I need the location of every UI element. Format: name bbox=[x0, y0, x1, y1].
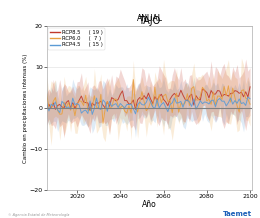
Y-axis label: Cambio en precipitaciones intensas (%): Cambio en precipitaciones intensas (%) bbox=[23, 53, 28, 163]
Text: Taemet: Taemet bbox=[223, 211, 252, 217]
X-axis label: Año: Año bbox=[142, 200, 157, 209]
Legend: RCP8.5     ( 19 ), RCP6.0     (  7 ), RCP4.5     ( 15 ): RCP8.5 ( 19 ), RCP6.0 ( 7 ), RCP4.5 ( 15… bbox=[48, 28, 105, 50]
Text: © Agencia Estatal de Meteorología: © Agencia Estatal de Meteorología bbox=[8, 213, 69, 217]
Title: TAJO: TAJO bbox=[138, 16, 161, 26]
Text: ANUAL: ANUAL bbox=[136, 14, 162, 23]
